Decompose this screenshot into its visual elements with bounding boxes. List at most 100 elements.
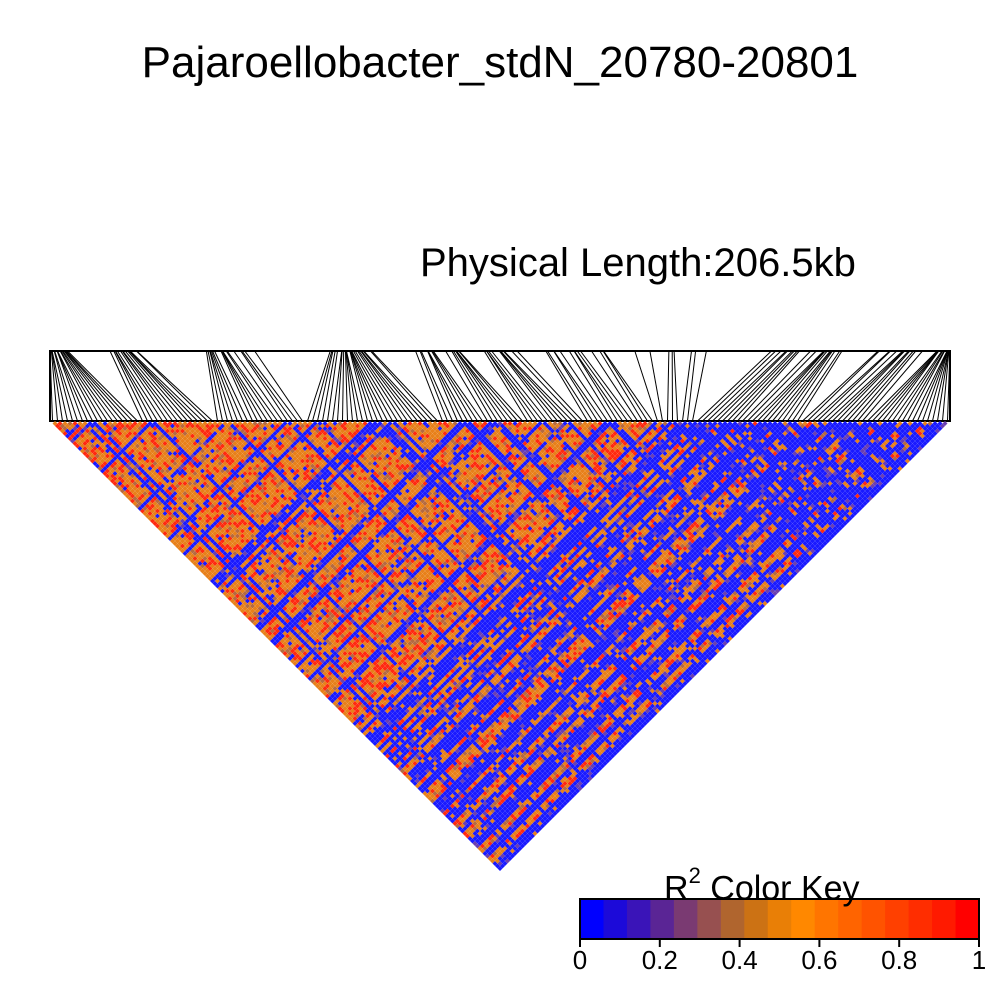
snp-connector-line — [486, 350, 538, 422]
snp-connector-line — [357, 350, 403, 422]
snp-connector-line — [332, 350, 343, 422]
snp-connector-line — [602, 350, 648, 422]
snp-connector-line — [511, 350, 578, 422]
snp-connector-line — [363, 350, 428, 422]
snp-connector-line — [233, 350, 283, 422]
snp-connector-line — [432, 350, 478, 422]
snp-connector-line — [342, 350, 345, 422]
snp-connector-line — [573, 350, 623, 422]
snp-connector-line — [345, 350, 363, 422]
snp-connector-line — [712, 350, 787, 422]
snp-connector-line — [61, 350, 108, 422]
snp-connector-line — [56, 350, 83, 422]
snp-connector-line — [797, 350, 843, 422]
snp-connector-line — [872, 350, 939, 422]
snp-connector-line — [697, 350, 772, 422]
snp-connector-line — [432, 350, 483, 422]
snp-connector-line — [792, 350, 841, 422]
snp-connector-line — [892, 350, 943, 422]
snp-connector-line — [129, 350, 203, 422]
snp-connector-line — [445, 350, 488, 422]
snp-connector-line — [207, 350, 223, 422]
snp-connector-line — [483, 350, 528, 422]
snp-connector-line — [887, 350, 940, 422]
snp-connector-line — [772, 350, 831, 422]
snp-connector-line — [882, 350, 940, 422]
snp-connector-line — [427, 350, 468, 422]
snp-connector-line — [767, 350, 828, 422]
snp-connector-line — [136, 350, 208, 422]
snp-connector-line — [322, 350, 336, 422]
snp-connector-line — [499, 350, 558, 422]
snp-connector-line — [842, 350, 909, 422]
snp-connector-line — [415, 350, 443, 422]
snp-connector-line — [221, 350, 258, 422]
snp-connector-line — [370, 350, 433, 422]
snp-connector-line — [867, 350, 938, 422]
snp-connector-line — [128, 350, 193, 422]
snp-connector-line — [932, 350, 949, 422]
snp-connector-line — [240, 350, 288, 422]
snp-connector-line — [54, 350, 78, 422]
snp-connector-line — [254, 350, 303, 422]
snp-connector-line — [942, 350, 950, 422]
snp-connector-line — [312, 350, 333, 422]
snp-connector-line — [707, 350, 782, 422]
snp-connector-line — [128, 350, 198, 422]
snp-connector-line — [136, 350, 213, 422]
snp-connector-line — [358, 350, 408, 422]
snp-connector-line — [456, 350, 513, 422]
snp-connector-line — [553, 350, 603, 422]
snp-connector-line — [757, 350, 826, 422]
chart-title: Pajaroellobacter_stdN_20780-20801 — [141, 38, 859, 87]
snp-connector-line — [122, 350, 178, 422]
ld-heatmap-triangle — [52, 421, 948, 871]
snp-connector-line — [349, 350, 373, 422]
snp-connector-line — [787, 350, 836, 422]
snp-connector-line — [580, 350, 633, 422]
snp-connector-line — [722, 350, 793, 422]
snp-connector-line — [500, 350, 563, 422]
snp-connector-line — [226, 350, 278, 422]
snp-connector-line — [116, 350, 163, 422]
snp-connector-line — [752, 350, 825, 422]
snp-connector-line — [912, 350, 948, 422]
snp-connector-line — [115, 350, 158, 422]
snp-connector-line — [109, 350, 143, 422]
snp-connector-line — [862, 350, 923, 422]
snp-connector-line — [349, 350, 368, 422]
snp-connector-line — [458, 350, 523, 422]
snp-connector-line — [53, 350, 73, 422]
snp-connector-line — [673, 350, 678, 422]
snp-connector-line — [897, 350, 944, 422]
snp-connector-line — [65, 350, 128, 422]
snp-connector-line — [114, 350, 153, 422]
snp-connector-line — [762, 350, 826, 422]
snp-connector-line — [491, 350, 548, 422]
snp-connector-line — [56, 350, 88, 422]
snp-connector-line — [50, 350, 58, 422]
snp-connector-line — [634, 350, 658, 422]
snp-connector-line — [455, 350, 508, 422]
snp-connector-line — [59, 350, 98, 422]
snp-connector-line — [427, 350, 463, 422]
snp-connector-line — [927, 350, 949, 422]
snp-connector-line — [877, 350, 939, 422]
snp-connector-line — [573, 350, 618, 422]
snp-connector-line — [351, 350, 388, 422]
snp-connector-line — [458, 350, 518, 422]
snp-connector-line — [591, 350, 638, 422]
snp-connector-line — [503, 350, 573, 422]
snp-connector-line — [64, 350, 123, 422]
snp-connector-line — [451, 350, 493, 422]
snp-connector-line — [937, 350, 950, 422]
snp-connector-line — [545, 350, 588, 422]
snp-connector-line — [427, 350, 458, 422]
snp-connector-line — [576, 350, 628, 422]
snp-connector-line — [420, 350, 453, 422]
snp-connector-line — [682, 350, 692, 422]
snp-connector-line — [837, 350, 905, 422]
snp-connector-line — [317, 350, 334, 422]
snp-connector-line — [225, 350, 273, 422]
snp-connector-line — [737, 350, 800, 422]
